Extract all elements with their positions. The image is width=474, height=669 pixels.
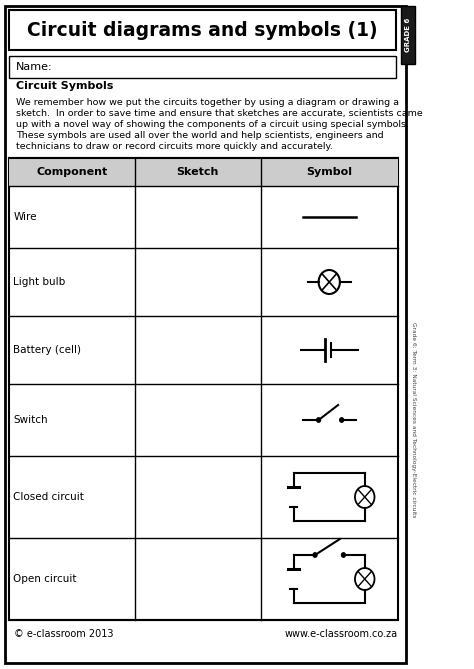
FancyBboxPatch shape <box>9 158 398 620</box>
Text: Component: Component <box>36 167 108 177</box>
Text: Circuit Symbols: Circuit Symbols <box>16 81 113 91</box>
Text: up with a novel way of showing the components of a circuit using special symbols: up with a novel way of showing the compo… <box>16 120 409 129</box>
Text: Circuit diagrams and symbols (1): Circuit diagrams and symbols (1) <box>27 21 378 39</box>
Text: technicians to draw or record circuits more quickly and accurately.: technicians to draw or record circuits m… <box>16 142 333 151</box>
FancyBboxPatch shape <box>9 158 398 186</box>
Text: We remember how we put the circuits together by using a diagram or drawing a: We remember how we put the circuits toge… <box>16 98 399 107</box>
Text: These symbols are used all over the world and help scientists, engineers and: These symbols are used all over the worl… <box>16 131 383 140</box>
Text: Open circuit: Open circuit <box>13 574 77 584</box>
Text: Battery (cell): Battery (cell) <box>13 345 82 355</box>
Text: GRADE 6: GRADE 6 <box>405 18 411 52</box>
FancyBboxPatch shape <box>9 10 396 50</box>
Text: sketch.  In order to save time and ensure that sketches are accurate, scientists: sketch. In order to save time and ensure… <box>16 109 423 118</box>
Circle shape <box>317 418 320 422</box>
Text: © e-classroom 2013: © e-classroom 2013 <box>14 629 114 639</box>
Circle shape <box>313 553 317 557</box>
Text: Symbol: Symbol <box>306 167 352 177</box>
Text: Light bulb: Light bulb <box>13 277 65 287</box>
Text: Name:: Name: <box>16 62 53 72</box>
FancyBboxPatch shape <box>9 56 396 78</box>
FancyBboxPatch shape <box>5 6 406 663</box>
Text: Closed circuit: Closed circuit <box>13 492 84 502</box>
Text: Wire: Wire <box>13 212 37 222</box>
Circle shape <box>340 418 344 422</box>
Text: Grade 6: Term 3: Natural Sciences and Technology-Electric circuits: Grade 6: Term 3: Natural Sciences and Te… <box>411 322 416 518</box>
Text: www.e-classroom.co.za: www.e-classroom.co.za <box>284 629 398 639</box>
Circle shape <box>341 553 346 557</box>
FancyBboxPatch shape <box>401 6 415 64</box>
Text: Switch: Switch <box>13 415 48 425</box>
Text: Sketch: Sketch <box>177 167 219 177</box>
